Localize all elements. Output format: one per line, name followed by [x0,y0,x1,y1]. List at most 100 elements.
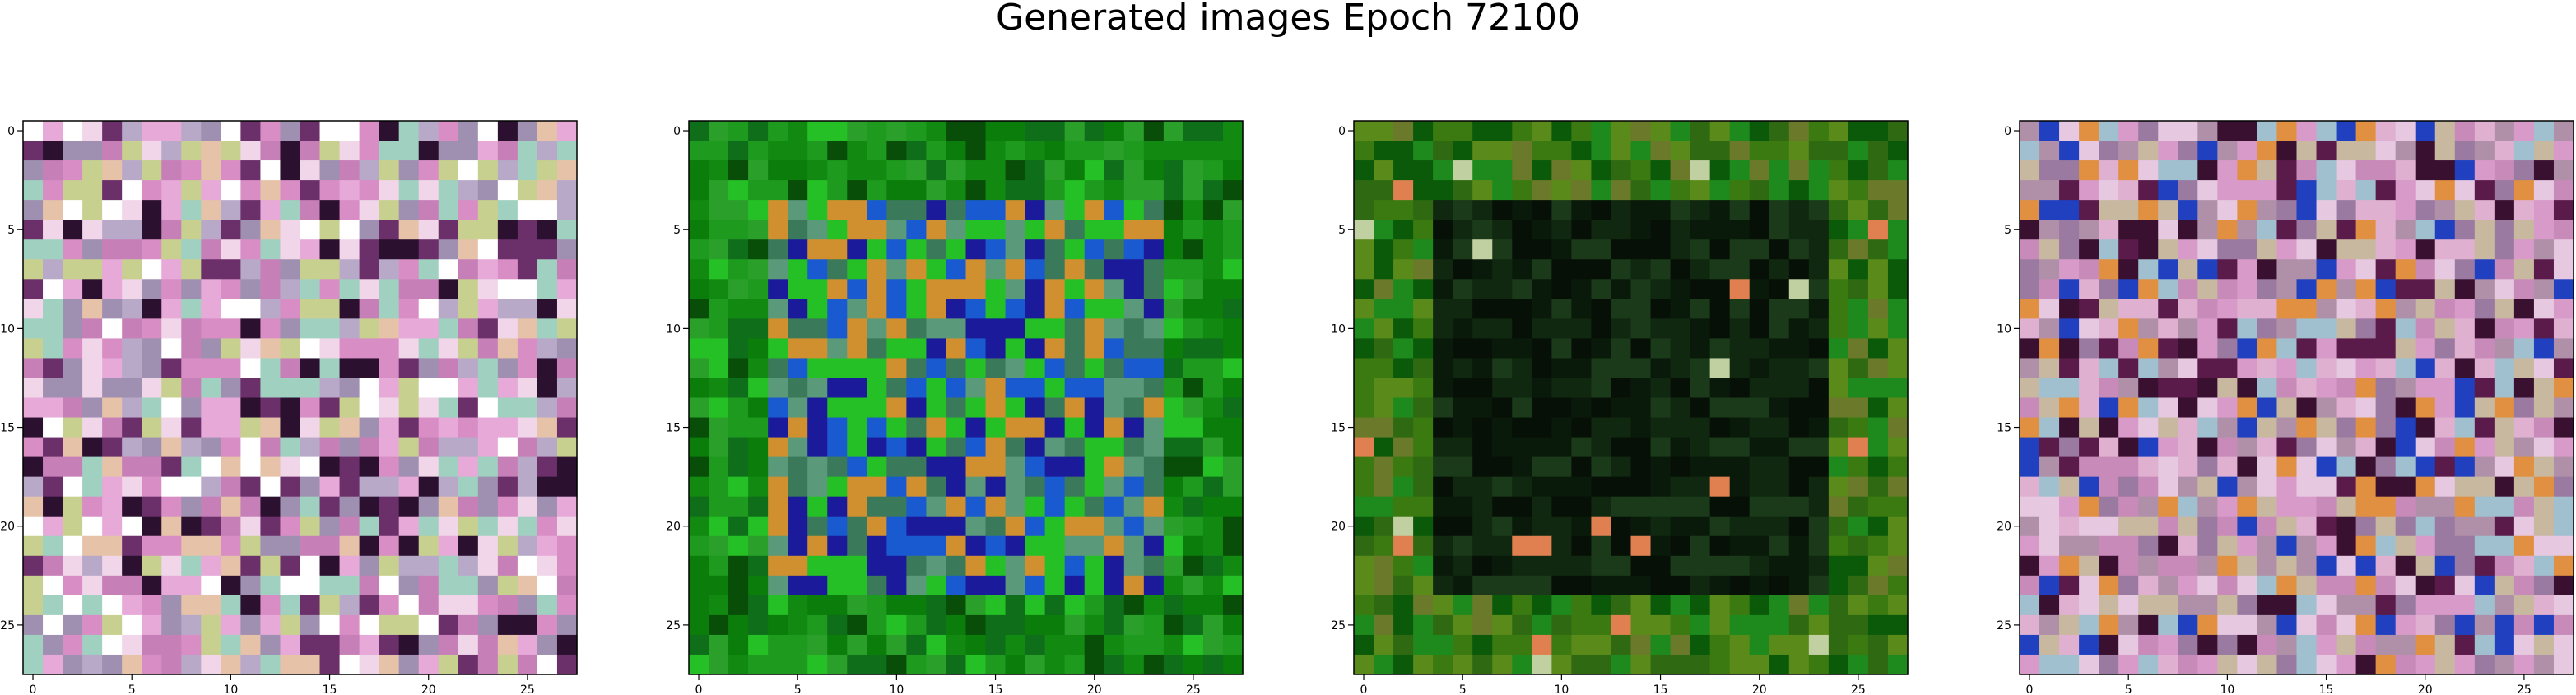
pixel [1472,378,1493,399]
pixel [142,634,162,656]
pixel [458,555,479,577]
pixel [946,141,967,161]
pixel [1025,437,1046,458]
pixel [1867,397,1889,419]
pixel [1670,555,1691,577]
pixel [82,239,103,260]
pixel [2158,318,2178,339]
pixel [1532,496,1552,517]
pixel [122,535,142,557]
pixel [1788,259,1810,280]
pixel [23,239,44,260]
pixel [1808,496,1830,517]
pixel [23,200,44,220]
pixel [2059,318,2080,339]
pixel [2533,535,2555,557]
pixel [1788,575,1810,596]
pixel [2454,397,2476,419]
pixel [728,279,749,299]
pixel [748,654,769,675]
pixel [1453,141,1473,161]
pixel [1867,239,1889,260]
pixel [1005,279,1026,299]
pixel [788,535,808,557]
pixel [240,614,262,636]
pixel [1591,259,1612,280]
pixel [2355,654,2377,675]
pixel [2513,535,2535,557]
pixel [1532,634,1552,656]
pixel [477,476,499,498]
pixel [886,496,907,517]
pixel [2276,417,2298,438]
pixel [1690,259,1711,280]
pixel [1769,575,1790,596]
pixel [1413,358,1434,379]
pixel [1769,535,1790,557]
pixel [2336,456,2357,478]
pixel [867,496,887,517]
pixel [1163,338,1184,359]
pixel [1044,634,1066,656]
pixel [1472,595,1493,616]
pixel [926,654,947,675]
pixel [319,397,341,419]
pixel [946,516,967,537]
pixel [2197,456,2218,478]
pixel [1433,358,1453,379]
pixel [458,634,479,656]
pixel [689,338,709,359]
pixel [458,200,479,220]
pixel [1769,358,1790,379]
pixel [23,555,44,577]
pixel [102,397,123,419]
pixel [1453,200,1473,220]
pixel [2178,259,2198,280]
pixel [946,456,967,478]
pixel [2020,200,2040,220]
pixel [1611,378,1632,399]
y-tick-label: 5 [7,224,15,237]
pixel [2197,654,2218,675]
pixel [1183,575,1204,596]
pixel [300,121,321,141]
pixel [926,279,947,299]
pixel [43,279,63,299]
pixel [788,575,808,596]
pixel [1690,437,1711,458]
pixel [181,338,202,359]
pixel [181,614,202,636]
pixel [2020,595,2040,616]
pixel [102,456,123,478]
pixel [1104,575,1125,596]
pixel [1650,516,1672,537]
pixel [418,141,439,161]
pixel [1202,200,1224,220]
pixel [221,121,241,141]
pixel [398,121,420,141]
pixel [2020,220,2040,240]
pixel [709,358,729,379]
pixel [709,239,729,260]
y-tick-label: 10 [1331,322,1346,336]
pixel [181,160,202,181]
pixel [1848,121,1869,141]
pixel [768,437,788,458]
pixel [2553,516,2574,537]
pixel [1472,160,1493,181]
pixel [867,200,887,220]
pixel [2454,220,2476,240]
pixel [1709,634,1731,656]
pixel [1025,654,1046,675]
pixel [946,417,967,438]
pixel [2355,141,2377,161]
pixel [497,397,518,419]
pixel [1867,338,1889,359]
pixel [2336,299,2357,319]
pixel [43,437,63,458]
pixel [2039,141,2060,161]
pixel [2494,456,2515,478]
pixel [418,555,439,577]
pixel [2454,141,2476,161]
